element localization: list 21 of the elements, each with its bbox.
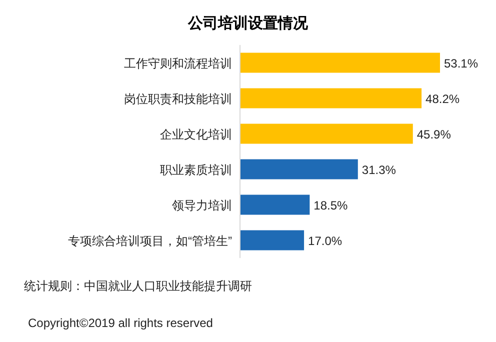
bar — [240, 124, 413, 144]
text: Copyright©2019 all rights reserved — [28, 316, 213, 330]
data-label: 18.5% — [314, 198, 348, 212]
text: 统计规则：中国就业人口职业技能提升调研 — [24, 279, 252, 293]
data-label: 17.0% — [308, 234, 342, 248]
data-label: 48.2% — [426, 92, 460, 106]
bar — [240, 52, 440, 73]
data-label: 53.1% — [444, 56, 478, 70]
bar — [240, 88, 422, 108]
y-tick-label: 专项综合培训项目，如“管培生” — [68, 234, 232, 248]
bar — [240, 230, 304, 250]
y-tick-label: 工作守则和流程培训 — [124, 56, 232, 70]
bar — [240, 159, 358, 180]
bar — [240, 194, 310, 215]
y-tick-label: 企业文化培训 — [160, 127, 232, 142]
chart-title: 公司培训设置情况 — [187, 14, 309, 32]
y-tick-label: 领导力培训 — [172, 198, 232, 212]
data-label: 31.3% — [362, 162, 396, 177]
y-tick-label: 职业素质培训 — [160, 162, 232, 177]
data-label: 45.9% — [416, 127, 452, 142]
y-tick-label: 岗位职责和技能培训 — [124, 92, 232, 106]
